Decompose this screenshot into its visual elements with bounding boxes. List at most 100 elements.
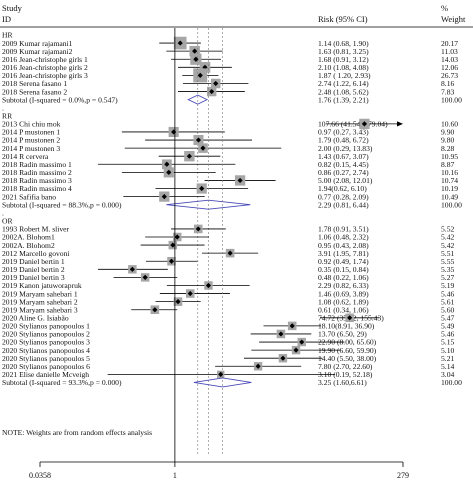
weights-note: NOTE: Weights are from random effects an… <box>2 428 152 437</box>
point-estimate <box>174 234 180 240</box>
study-id: 2020 Stylianos panopoulos 5 <box>2 354 90 363</box>
study-id: 2020 Aline G. Isiabão <box>2 314 69 323</box>
point-estimate <box>218 371 224 377</box>
study-id: 2019 Maryam sahebari 3 <box>2 305 78 314</box>
study-id: 2020 Stylianos panopoulos 2 <box>2 330 90 339</box>
study-weight: 10.74 <box>441 176 458 185</box>
subtotal-weight: 100.00 <box>441 200 462 209</box>
header: Study ID Risk (95% CI) % Weight <box>2 3 466 24</box>
point-estimate <box>168 258 175 264</box>
study-estimate: 13.70 (6.50, 29) <box>318 330 367 339</box>
point-estimate <box>142 274 148 280</box>
study-id: 2018 Radin massimo 3 <box>2 176 72 185</box>
point-estimate <box>152 307 158 313</box>
study-estimate: 1.78 (0.91, 3.51) <box>318 225 369 234</box>
study-id: 2018 Serena fasano 2 <box>2 87 67 96</box>
study-id: 2002A. Blohom1 <box>2 233 55 242</box>
study-weight: 5.61 <box>441 297 454 306</box>
study-weight: 20.17 <box>441 39 458 48</box>
study-weight: 5.19 <box>441 281 454 290</box>
point-estimate <box>193 56 199 62</box>
subtotal-weight: 100.00 <box>441 95 462 104</box>
study-estimate: 1.79 (0.48, 6.72) <box>318 136 369 145</box>
study-id: 2002A. Blohom2 <box>2 241 55 250</box>
header-study: Study <box>2 3 23 13</box>
point-estimate <box>227 250 233 256</box>
study-id: 2018 Radin massimo 2 <box>2 168 72 177</box>
study-weight: 5.46 <box>441 330 454 339</box>
study-id: 2019 Maryam sahebari 2 <box>2 297 78 306</box>
ci-arrow <box>397 121 403 127</box>
study-estimate: 1.43 (0.67, 3.07) <box>318 152 369 161</box>
header-weight: Weight <box>441 14 466 24</box>
study-id: 2014 P mustonen 3 <box>2 144 60 153</box>
study-id: 2019 Daniel bertin 3 <box>2 273 65 282</box>
subtotal-label: Subtotal (I-squared = 93.3%,p = 0.000) <box>2 378 122 387</box>
study-estimate: 18.10(8.91, 36.90) <box>318 322 375 331</box>
study-estimate: 0.35 (0.15, 0.84) <box>318 265 369 274</box>
study-estimate: 14.40 (5.50, 38.00) <box>318 354 377 363</box>
subtotal-label: Subtotal (I-squared = 0.0%,p = 0.547) <box>2 95 118 104</box>
study-id: 2012 Marcello govoni <box>2 249 70 258</box>
pooled-diamond <box>166 199 251 210</box>
study-weight: 10.95 <box>441 152 458 161</box>
study-estimate: 3.10 (0.19, 52.18) <box>318 370 373 379</box>
study-weight: 5.46 <box>441 289 454 298</box>
study-estimate: 0.48 (0.22, 1.06) <box>318 273 369 282</box>
study-estimate: 22.90 (8.00, 65.60) <box>318 338 377 347</box>
study-weight: 9.80 <box>441 136 454 145</box>
study-weight: 14.03 <box>441 55 458 64</box>
group-separator: . <box>2 208 4 217</box>
study-estimate: 1.87 ( 1.20, 2.93) <box>318 71 371 80</box>
study-weight: 8.16 <box>441 79 454 88</box>
study-estimate: 0.82 (0.15, 4.45) <box>318 160 369 169</box>
study-weight: 5.15 <box>441 338 454 347</box>
point-estimate <box>209 88 215 95</box>
study-id: 2016 Jean-christophe girls 3 <box>2 71 88 80</box>
study-estimate: 0.77 (0.28, 2.09) <box>318 192 369 201</box>
subtotal-estimate: 1.76 (1.39, 2.21) <box>318 95 369 104</box>
study-id: 2014 P mustonen 2 <box>2 136 60 145</box>
study-id: 2009 Kumar rajamani1 <box>2 39 73 48</box>
header-id: ID <box>2 14 11 24</box>
subtotal-label: Subtotal (I-squared = 88.3%,p = 0.000) <box>2 200 122 209</box>
study-id: 2021 Elise danielle Mcveigh <box>2 370 89 379</box>
study-weight: 26.73 <box>441 71 458 80</box>
study-id: 2009 Kumar rajamani2 <box>2 47 73 56</box>
study-id: 2016 Jean-christophe girls 2 <box>2 63 88 72</box>
study-weight: 5.47 <box>441 314 454 323</box>
study-weight: 12.06 <box>441 63 458 72</box>
point-estimate <box>170 242 176 248</box>
study-weight: 10.49 <box>441 192 458 201</box>
study-weight: 5.10 <box>441 346 454 355</box>
study-id: 2016 Jean-christophe girls 1 <box>2 55 88 64</box>
point-estimate <box>192 48 198 54</box>
point-estimate <box>197 72 203 78</box>
study-weight: 11.03 <box>441 47 458 56</box>
point-estimate <box>175 299 181 305</box>
x-tick-label: 0.0358 <box>29 471 51 480</box>
study-weight: 10.19 <box>441 184 458 193</box>
study-id: 2020 Stylianos panopoulos 6 <box>2 362 90 371</box>
study-id: 2018 Radin massimo 1 <box>2 160 72 169</box>
study-weight: 8.28 <box>441 144 454 153</box>
plot-marks <box>98 28 403 462</box>
study-estimate: 2.48 (1.08, 5.62) <box>318 87 369 96</box>
x-tick-label: 1 <box>173 471 177 480</box>
point-estimate <box>278 331 284 337</box>
point-estimate <box>164 161 170 167</box>
point-estimate <box>361 121 368 127</box>
study-estimate: 0.95 (0.43, 2.08) <box>318 241 369 250</box>
point-estimate <box>280 355 286 361</box>
header-percent: % <box>441 3 448 13</box>
study-id: 2020 Stylianos panopoulos 4 <box>2 346 90 355</box>
study-id: 2020 Stylianos panopoulos 1 <box>2 322 90 331</box>
pooled-diamond <box>187 94 209 105</box>
pooled-diamond <box>193 377 252 388</box>
group-label: RR <box>2 112 13 121</box>
point-estimate <box>213 80 219 87</box>
study-estimate: 3.91 (1.95, 7.81) <box>318 249 369 258</box>
study-id: 2019 Kanon jatuworapruk <box>2 281 82 290</box>
study-id: 2020 Stylianos panopoulos 3 <box>2 338 90 347</box>
